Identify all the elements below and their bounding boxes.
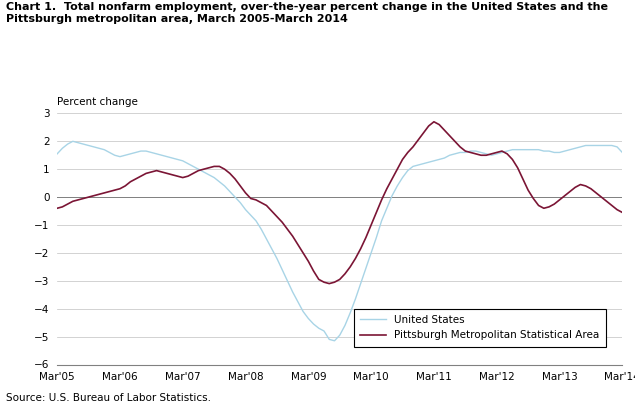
- Text: Chart 1.  Total nonfarm employment, over-the-year percent change in the United S: Chart 1. Total nonfarm employment, over-…: [6, 2, 608, 12]
- United States: [331, 338, 338, 343]
- Pittsburgh Metropolitan Statistical Area: [362, 235, 370, 240]
- Pittsburgh Metropolitan Statistical Area: [210, 164, 218, 169]
- United States: [436, 157, 443, 162]
- Text: Pittsburgh metropolitan area, March 2005-March 2014: Pittsburgh metropolitan area, March 2005…: [6, 14, 348, 24]
- Pittsburgh Metropolitan Statistical Area: [95, 192, 103, 197]
- United States: [215, 179, 223, 184]
- Pittsburgh Metropolitan Statistical Area: [436, 122, 443, 127]
- Line: United States: United States: [57, 141, 622, 341]
- Pittsburgh Metropolitan Statistical Area: [618, 210, 626, 215]
- Text: Source: U.S. Bureau of Labor Statistics.: Source: U.S. Bureau of Labor Statistics.: [6, 393, 211, 403]
- United States: [53, 151, 61, 156]
- Pittsburgh Metropolitan Statistical Area: [53, 206, 61, 211]
- United States: [100, 147, 108, 152]
- Pittsburgh Metropolitan Statistical Area: [367, 223, 375, 228]
- Pittsburgh Metropolitan Statistical Area: [326, 281, 333, 286]
- United States: [618, 150, 626, 155]
- Legend: United States, Pittsburgh Metropolitan Statistical Area: United States, Pittsburgh Metropolitan S…: [354, 309, 606, 347]
- Text: Percent change: Percent change: [57, 97, 138, 107]
- Line: Pittsburgh Metropolitan Statistical Area: Pittsburgh Metropolitan Statistical Area: [57, 122, 622, 284]
- United States: [367, 250, 375, 255]
- United States: [69, 139, 77, 144]
- Pittsburgh Metropolitan Statistical Area: [242, 190, 250, 195]
- United States: [247, 213, 255, 217]
- Pittsburgh Metropolitan Statistical Area: [430, 119, 438, 124]
- United States: [373, 235, 380, 240]
